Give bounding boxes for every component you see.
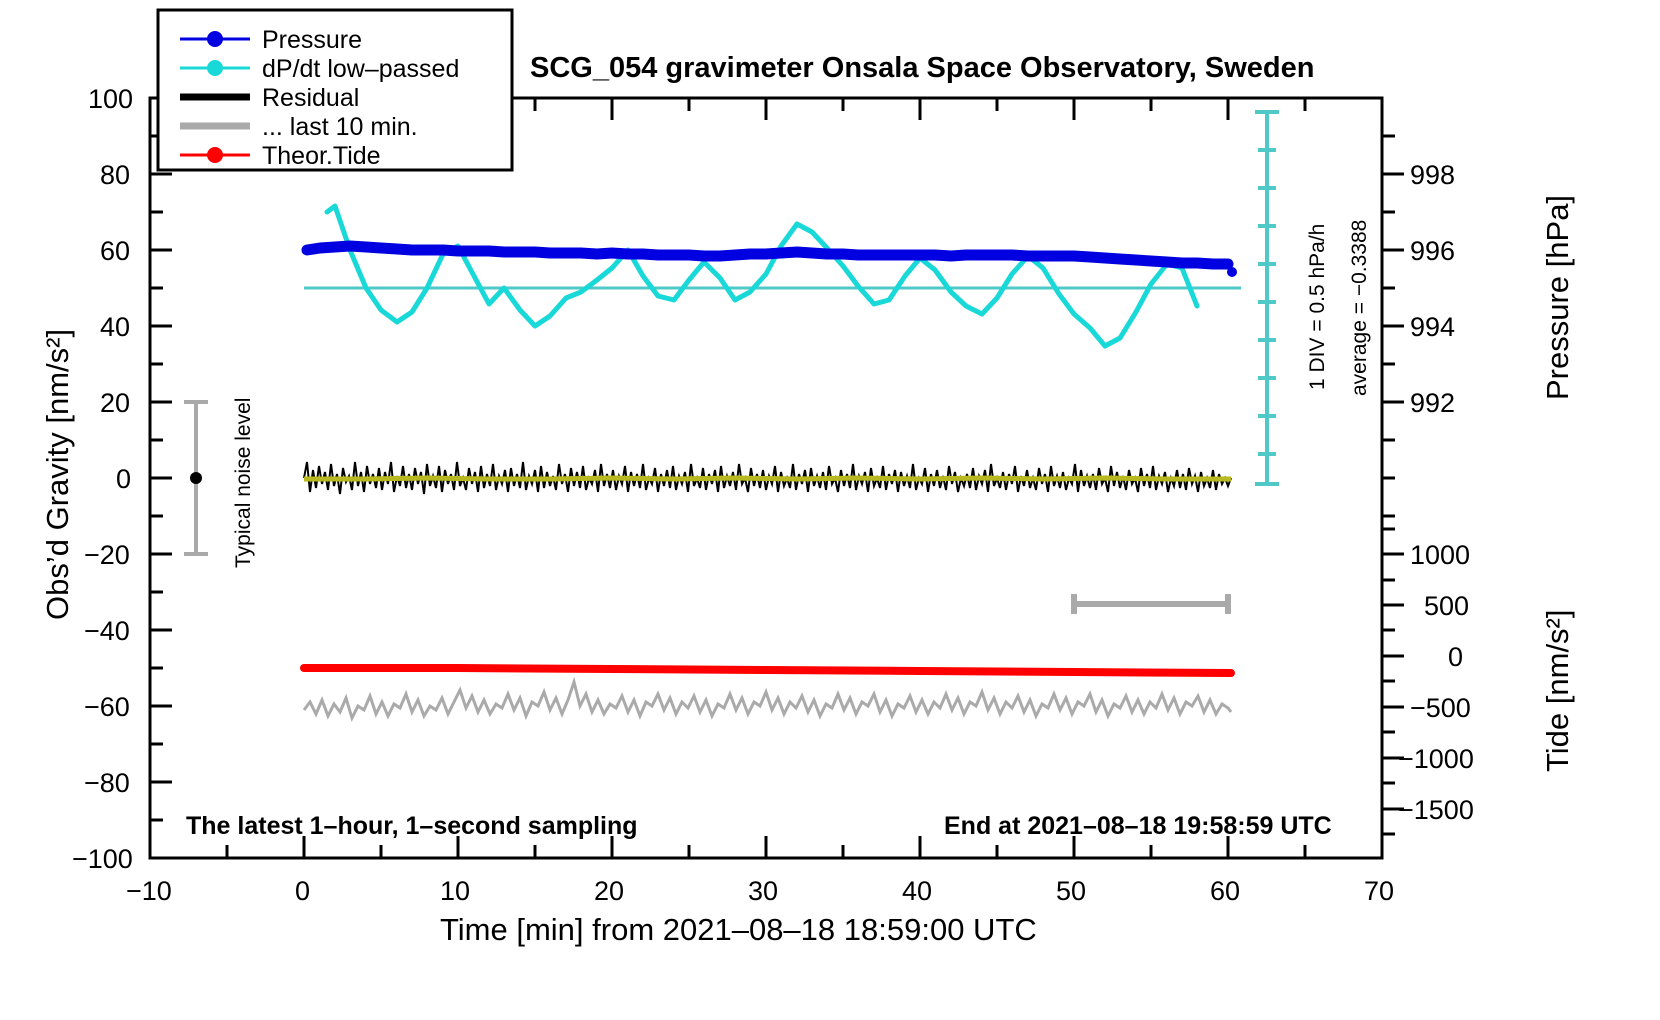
legend-item-dpdt[interactable]: dP/dt low–passed <box>262 55 460 83</box>
legend-item-last10[interactable]: ... last 10 min. <box>262 113 418 141</box>
ttick-1000: 1000 <box>1410 540 1471 570</box>
sampling-note: The latest 1–hour, 1–second sampling <box>186 812 638 840</box>
ttick-0: 0 <box>1448 642 1464 672</box>
end-time-note: End at 2021–08–18 19:58:59 UTC <box>944 812 1332 840</box>
ptick-992: 992 <box>1410 388 1456 418</box>
page-title: SCG_054 gravimeter Onsala Space Observat… <box>530 52 1315 84</box>
xtick-60: 60 <box>1210 876 1241 906</box>
xtick-m10: −10 <box>126 876 172 906</box>
ttick-m500: −500 <box>1410 693 1471 723</box>
xtick-0: 0 <box>295 876 311 906</box>
legend-item-pressure[interactable]: Pressure <box>262 26 363 54</box>
pressure-axis-label: Pressure [hPa] <box>1540 194 1575 400</box>
legend-item-residual[interactable]: Residual <box>262 84 360 112</box>
xtick-30: 30 <box>748 876 779 906</box>
series-pressure <box>301 240 1237 277</box>
series-theor-tide <box>300 664 1235 677</box>
xtick-50: 50 <box>1056 876 1087 906</box>
y-axis-label: Obs’d Gravity [nm/s²] <box>40 328 75 620</box>
ytick-m20: −20 <box>84 540 130 570</box>
dpdt-scale-bar <box>1255 110 1279 486</box>
tide-axis-label: Tide [nm/s²] <box>1540 609 1575 773</box>
legend-box <box>156 8 514 172</box>
noise-level-label: Typical noise level <box>232 397 255 568</box>
ytick-m100: −100 <box>72 844 133 874</box>
dpdt-scale-label: 1 DIV = 0.5 hPa/h <box>1306 223 1329 390</box>
series-last10 <box>302 676 1233 723</box>
ttick-500: 500 <box>1424 591 1470 621</box>
xtick-20: 20 <box>594 876 625 906</box>
ytick-0: 0 <box>116 464 132 494</box>
noise-level-marker <box>184 400 208 556</box>
legend-item-theor-tide[interactable]: Theor.Tide <box>262 142 381 170</box>
ptick-996: 996 <box>1410 236 1456 266</box>
ytick-m60: −60 <box>84 692 130 722</box>
ytick-20: 20 <box>100 388 131 418</box>
series-dpdt-lowpassed <box>324 203 1200 349</box>
left-axis-ticks <box>150 96 172 860</box>
xtick-70: 70 <box>1364 876 1395 906</box>
bottom-axis-ticks <box>148 836 1384 858</box>
last10-scale-bar <box>1071 594 1231 614</box>
ttick-m1500: −1500 <box>1398 795 1474 825</box>
xtick-10: 10 <box>440 876 471 906</box>
ytick-40: 40 <box>100 312 131 342</box>
ytick-100: 100 <box>88 84 134 114</box>
ytick-m80: −80 <box>84 768 130 798</box>
x-axis-label: Time [min] from 2021–08–18 18:59:00 UTC <box>440 912 1037 947</box>
ytick-60: 60 <box>100 236 131 266</box>
dpdt-average-label: average = −0.3388 <box>1348 219 1371 396</box>
series-residual-smooth <box>304 475 1231 482</box>
ytick-80: 80 <box>100 160 131 190</box>
ptick-998: 998 <box>1410 160 1456 190</box>
ptick-994: 994 <box>1410 312 1456 342</box>
ytick-m40: −40 <box>84 616 130 646</box>
xtick-40: 40 <box>902 876 933 906</box>
ttick-m1000: −1000 <box>1398 744 1474 774</box>
right-axis-ticks <box>1382 134 1404 836</box>
